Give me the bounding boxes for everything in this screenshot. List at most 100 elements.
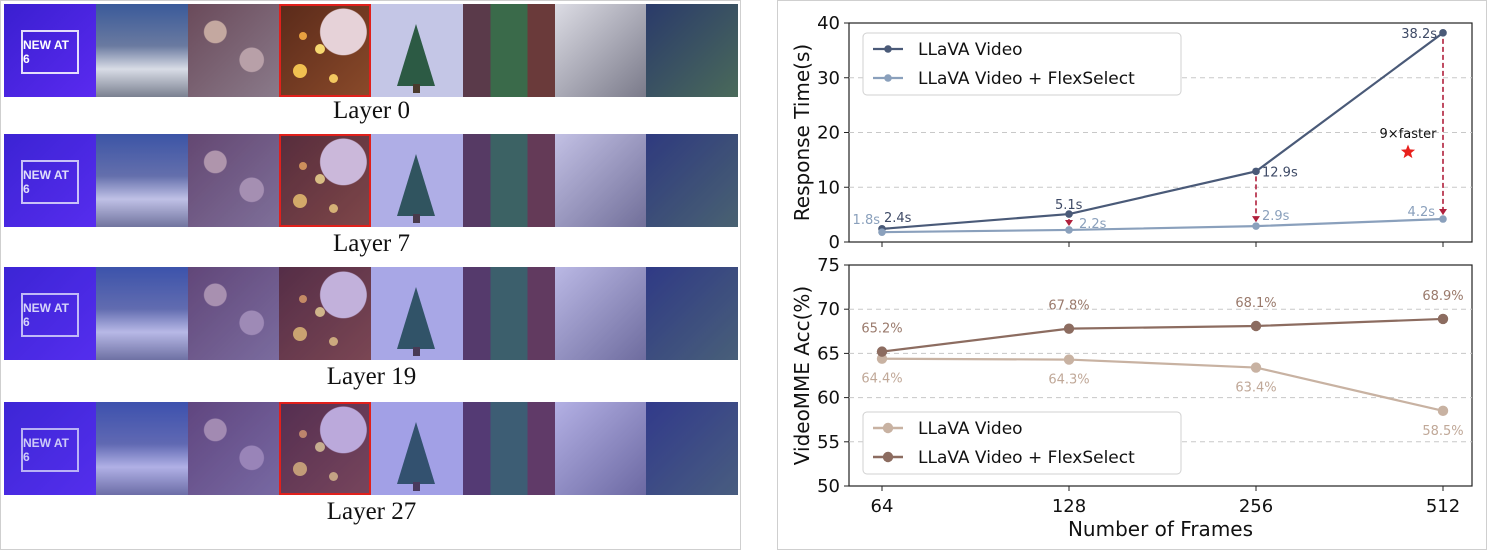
video-frame — [187, 134, 280, 227]
bokeh-light — [315, 307, 326, 317]
data-point — [1437, 313, 1449, 325]
video-frame — [646, 267, 738, 360]
y-tick-label: 70 — [817, 299, 840, 320]
legend-box — [862, 32, 1182, 96]
x-axis-title: Number of Frames — [1068, 517, 1253, 541]
data-label: 64.4% — [861, 372, 902, 387]
data-point — [1065, 210, 1073, 218]
x-tick-label: 512 — [1426, 496, 1460, 517]
video-frame: NEW AT 6 — [4, 134, 96, 227]
data-label: 67.8% — [1048, 299, 1089, 314]
data-label: 68.9% — [1422, 289, 1463, 304]
video-frame — [371, 267, 463, 360]
attention-overlay — [554, 402, 647, 495]
christmas-tree-icon — [397, 24, 435, 86]
attention-overlay — [4, 134, 96, 227]
news-title-card: NEW AT 6 — [21, 30, 79, 74]
data-label: 2.4s — [884, 211, 912, 226]
chart-panel: 0 10 20 30 40 Response Time(s) 2.4s 5.1s 12.9s 38… — [777, 0, 1487, 550]
video-frame — [371, 4, 463, 97]
y-tick-label: 30 — [817, 68, 840, 89]
series-line — [881, 31, 1444, 230]
data-label: 58.5% — [1422, 424, 1463, 439]
video-frame — [187, 4, 280, 97]
bokeh-light — [315, 442, 326, 452]
arrow-head — [1439, 209, 1447, 216]
data-label: 2.2s — [1079, 217, 1107, 232]
data-point — [1065, 226, 1073, 234]
video-frame — [554, 402, 647, 495]
attention-overlay — [279, 134, 371, 227]
bokeh-light — [293, 327, 308, 341]
data-point — [1252, 222, 1260, 230]
data-label: 2.9s — [1262, 209, 1290, 224]
attention-overlay — [95, 267, 188, 360]
speedup-annotation: 9×faster — [1380, 127, 1438, 142]
data-point — [878, 228, 886, 236]
bokeh-light — [293, 64, 308, 78]
video-frame — [95, 4, 188, 97]
attention-overlay — [95, 402, 188, 495]
legend-swatch-marker — [884, 45, 892, 53]
legend-swatch-marker — [884, 74, 892, 82]
legend-box — [862, 411, 1182, 475]
video-frame — [95, 134, 188, 227]
legend-entry: LLaVA Video + FlexSelect — [918, 69, 1135, 89]
arrow-head — [1252, 216, 1260, 223]
data-label: 5.1s — [1055, 198, 1083, 213]
data-label: 12.9s — [1262, 165, 1298, 180]
y-tick-label: 40 — [817, 13, 840, 34]
data-label: 38.2s — [1401, 27, 1437, 42]
bokeh-light — [329, 204, 339, 213]
christmas-tree-icon — [397, 154, 435, 216]
video-frame — [187, 402, 280, 495]
attention-overlay — [187, 267, 280, 360]
attention-overlay — [554, 267, 647, 360]
video-frame — [371, 402, 463, 495]
frame-strip: NEW AT 6 — [4, 134, 738, 227]
attention-overlay — [95, 134, 188, 227]
video-frame — [554, 134, 647, 227]
bokeh-light — [329, 74, 339, 83]
attention-overlay — [279, 402, 371, 495]
x-tick-label: 256 — [1239, 496, 1273, 517]
tree-trunk — [413, 347, 420, 356]
video-frame — [462, 267, 555, 360]
bokeh-light — [293, 462, 308, 476]
y-tick-label: 0 — [829, 232, 840, 253]
y-tick-label: 20 — [817, 123, 840, 144]
video-frame — [462, 402, 555, 495]
attention-overlay — [4, 402, 96, 495]
attention-overlay — [646, 402, 738, 495]
attention-overlay — [4, 267, 96, 360]
attention-overlay — [462, 402, 555, 495]
video-frame — [554, 267, 647, 360]
news-title-card: NEW AT 6 — [21, 160, 79, 204]
layer-label: Layer 7 — [332, 230, 411, 257]
data-point — [1063, 323, 1075, 334]
data-label: 1.8s — [853, 213, 881, 228]
bokeh-light — [299, 32, 308, 40]
data-label: 4.2s — [1408, 205, 1436, 220]
tree-trunk — [413, 214, 420, 223]
legend-entry: LLaVA Video — [918, 419, 1023, 439]
layer-label: Layer 27 — [326, 498, 417, 525]
legend-entry: LLaVA Video — [918, 40, 1023, 60]
video-frame — [279, 4, 371, 97]
data-point — [1439, 215, 1447, 223]
legend-entry: LLaVA Video + FlexSelect — [918, 448, 1135, 468]
video-frame — [646, 4, 738, 97]
video-frame — [554, 4, 647, 97]
frame-strip: NEW AT 6 — [4, 4, 738, 97]
video-frame — [95, 402, 188, 495]
attention-overlay — [187, 134, 280, 227]
data-point — [1250, 362, 1262, 373]
bokeh-light — [299, 295, 308, 303]
bokeh-light — [315, 174, 326, 184]
data-label: 68.1% — [1235, 296, 1276, 311]
attention-overlay — [646, 267, 738, 360]
series-line — [881, 317, 1444, 353]
y-tick-label: 55 — [817, 432, 840, 453]
christmas-tree-icon — [397, 422, 435, 484]
christmas-tree-icon — [397, 287, 435, 349]
